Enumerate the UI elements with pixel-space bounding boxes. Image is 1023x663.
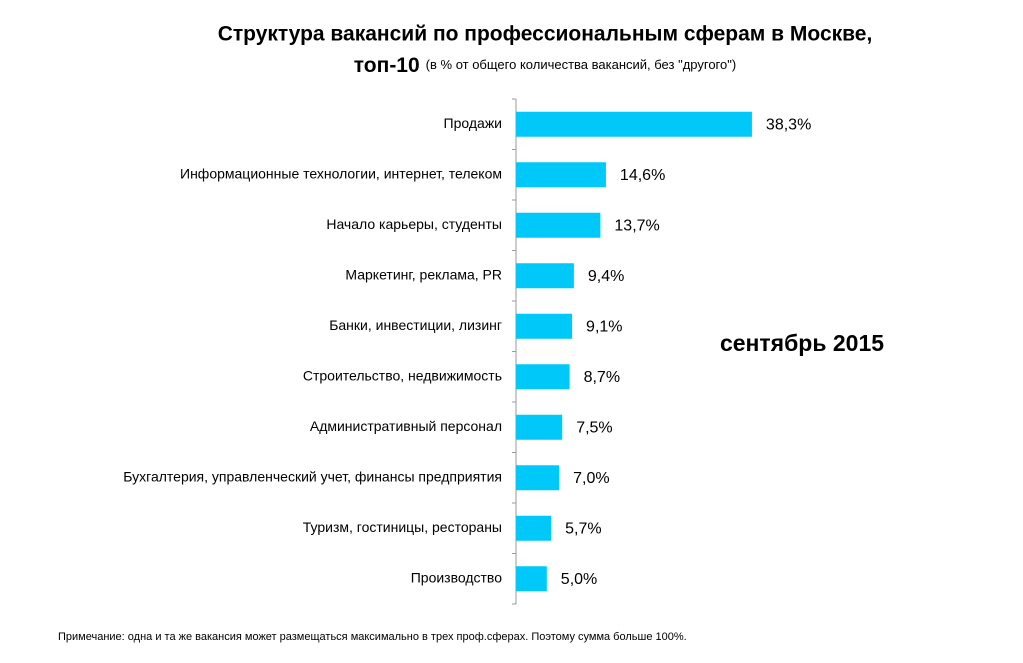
bar [516,162,606,188]
category-label: Производство [411,569,502,585]
category-label: Маркетинг, реклама, PR [345,266,502,282]
bar [516,414,563,440]
chart-title: Структура вакансий по профессиональным с… [218,23,873,46]
value-label: 9,4% [588,268,624,285]
category-label: Туризм, гостиницы, рестораны [303,519,502,535]
value-label: 9,1% [586,318,622,335]
category-label: Начало карьеры, студенты [326,216,502,232]
bar [516,364,570,390]
category-label: Строительство, недвижимость [303,367,502,383]
bar [516,111,752,137]
footnote: Примечание: одна и та же вакансия может … [58,631,687,643]
category-label: Информационные технологии, интернет, тел… [180,165,502,181]
value-label: 38,3% [766,116,811,133]
bar [516,515,552,541]
bar [516,465,560,491]
annotation: сентябрь 2015 [720,330,884,356]
bar [516,313,573,339]
value-label: 5,0% [561,571,597,588]
category-label: Бухгалтерия, управленческий учет, финанс… [123,468,502,484]
bar [516,212,601,238]
category-label: Административный персонал [310,418,502,434]
category-label: Банки, инвестиции, лизинг [329,317,502,333]
bar [516,263,574,289]
value-label: 7,5% [576,419,612,436]
chart-title: топ-10 [354,54,420,77]
chart-title-line2: топ-10 (в % от общего количества вакансий… [354,54,736,77]
value-label: 13,7% [614,217,659,234]
value-label: 8,7% [584,369,620,386]
value-label: 7,0% [573,470,609,487]
bar [516,566,547,592]
category-label: Продажи [444,115,502,131]
chart-subtitle: (в % от общего количества вакансий, без … [426,57,737,72]
value-label: 14,6% [620,167,665,184]
value-label: 5,7% [565,520,601,537]
